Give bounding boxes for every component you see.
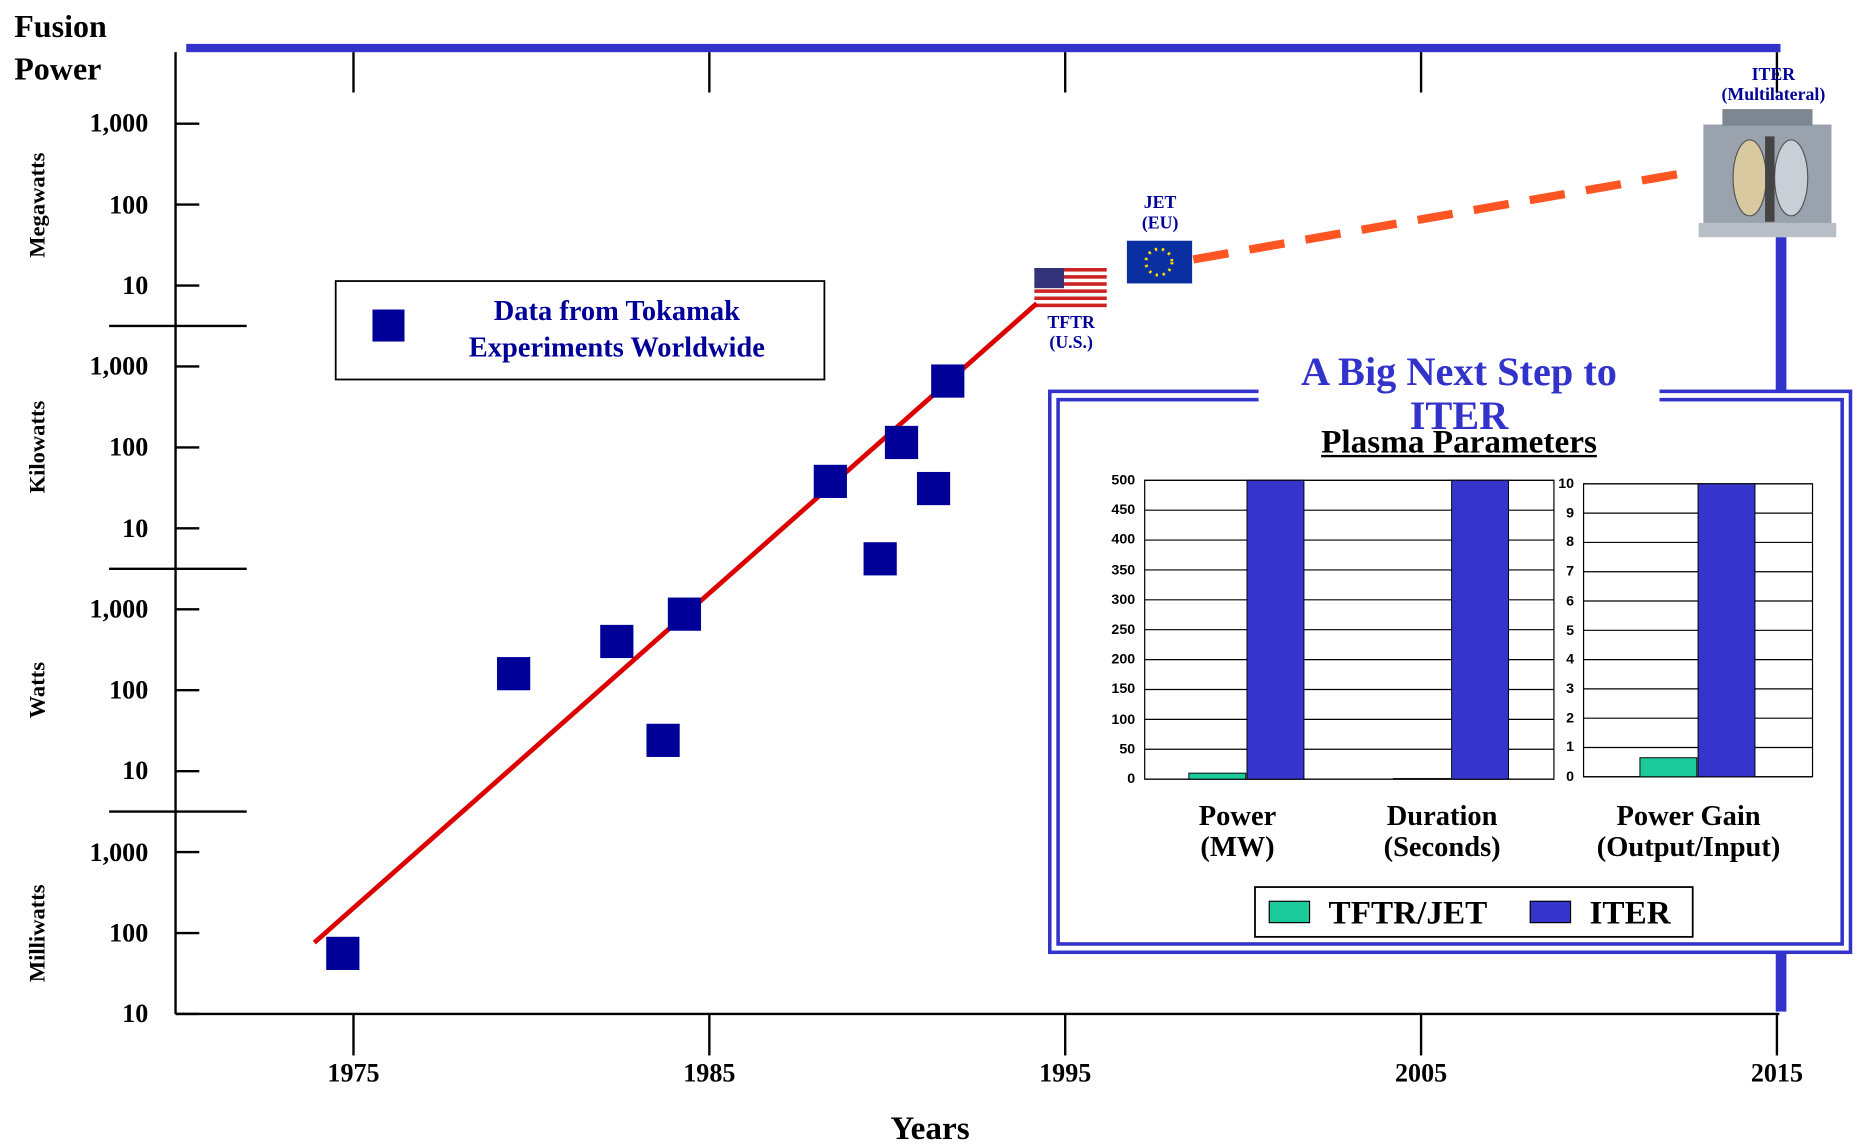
data-point: [884, 425, 919, 460]
trend-line: [1192, 168, 1689, 264]
data-point: [931, 364, 965, 398]
x-tick-label: 1975: [327, 1057, 380, 1088]
y-tick-label: 100: [1111, 710, 1136, 727]
y-unit-label: Milliwatts: [25, 884, 51, 982]
us-flag: [1034, 268, 1107, 308]
data-point: [497, 657, 531, 691]
legend-swatch: [1529, 900, 1572, 924]
bar: [1639, 757, 1698, 778]
plot-frame: [1144, 479, 1555, 780]
y-tick-label: 4: [1566, 650, 1575, 668]
iter-image: [1698, 109, 1837, 238]
y-tick-label: 250: [1111, 620, 1136, 638]
y-unit-label: Kilowatts: [25, 401, 51, 494]
y-tick-label: 450: [1111, 501, 1136, 518]
y-title: Fusion Power: [14, 8, 107, 88]
annotation: ITER (Multilateral): [1721, 65, 1826, 105]
y-tick-label: 100: [109, 674, 149, 705]
y-tick-label: 0: [1127, 770, 1136, 787]
eu-flag: [1126, 240, 1193, 284]
y-tick-label: 500: [1111, 471, 1136, 488]
y-tick-label: 1,000: [89, 108, 149, 138]
bar: [1246, 479, 1305, 780]
y-tick-label: 5: [1566, 621, 1575, 638]
data-point: [916, 471, 951, 506]
category-label: Power Gain (Output/Input): [1596, 801, 1781, 864]
data-point: [667, 597, 702, 631]
x-title: Years: [890, 1110, 970, 1148]
y-tick-label: 3: [1566, 679, 1575, 697]
category-label: Power (MW): [1198, 801, 1277, 864]
y-tick-label: 10: [122, 755, 149, 786]
y-unit-label: Watts: [25, 662, 51, 719]
y-tick-label: 10: [122, 269, 149, 300]
y-tick-label: 100: [109, 189, 149, 219]
y-tick-label: 8: [1566, 533, 1575, 551]
legend-label: Data from Tokamak Experiments Worldwide: [468, 296, 765, 365]
y-unit-label: Megawatts: [25, 152, 51, 258]
x-tick-label: 1995: [1039, 1057, 1092, 1088]
bar: [1188, 772, 1247, 780]
y-tick-label: 7: [1566, 562, 1575, 580]
y-tick-label: 2: [1566, 709, 1575, 726]
inset-subtitle: Plasma Parameters: [1321, 424, 1597, 461]
inset-title: A Big Next Step to ITER: [1258, 350, 1660, 440]
y-tick-label: 10: [122, 998, 149, 1029]
data-point: [863, 542, 897, 576]
data-point: [600, 624, 634, 659]
bar: [1697, 483, 1756, 778]
y-tick-label: 9: [1566, 504, 1575, 521]
legend-swatch: [1268, 900, 1311, 924]
y-tick-label: 1,000: [89, 593, 149, 624]
legend-label: ITER: [1589, 894, 1671, 932]
y-tick-label: 200: [1111, 650, 1136, 668]
y-tick-label: 150: [1111, 680, 1136, 698]
y-tick-label: 50: [1119, 740, 1136, 757]
data-point: [813, 464, 847, 498]
legend-marker: [372, 309, 405, 342]
x-tick-label: 2015: [1750, 1057, 1804, 1088]
y-tick-label: 1,000: [89, 350, 149, 381]
annotation: TFTR (U.S.): [1047, 313, 1095, 353]
y-tick-label: 1,000: [89, 836, 149, 867]
data-point: [646, 723, 680, 757]
annotation: JET (EU): [1141, 193, 1179, 233]
y-tick-label: 100: [109, 431, 149, 462]
y-tick-label: 10: [122, 512, 149, 543]
x-tick-label: 2005: [1394, 1057, 1448, 1088]
y-tick-label: 6: [1566, 592, 1575, 609]
data-point: [326, 936, 360, 970]
y-tick-label: 0: [1566, 767, 1575, 785]
top-band: [186, 43, 1781, 53]
legend-box: [334, 280, 826, 381]
y-tick-label: 300: [1111, 590, 1136, 608]
y-tick-label: 100: [109, 917, 149, 948]
x-tick-label: 1985: [683, 1057, 736, 1088]
inset-legend-box: [1254, 886, 1694, 938]
y-tick-label: 1: [1566, 738, 1575, 756]
y-tick-label: 400: [1111, 531, 1136, 548]
y-tick-label: 10: [1558, 474, 1575, 492]
y-tick-label: 350: [1111, 560, 1136, 578]
bar: [1393, 778, 1451, 780]
bar: [1451, 479, 1510, 780]
category-label: Duration (Seconds): [1383, 801, 1501, 864]
legend-label: TFTR/JET: [1328, 894, 1488, 932]
